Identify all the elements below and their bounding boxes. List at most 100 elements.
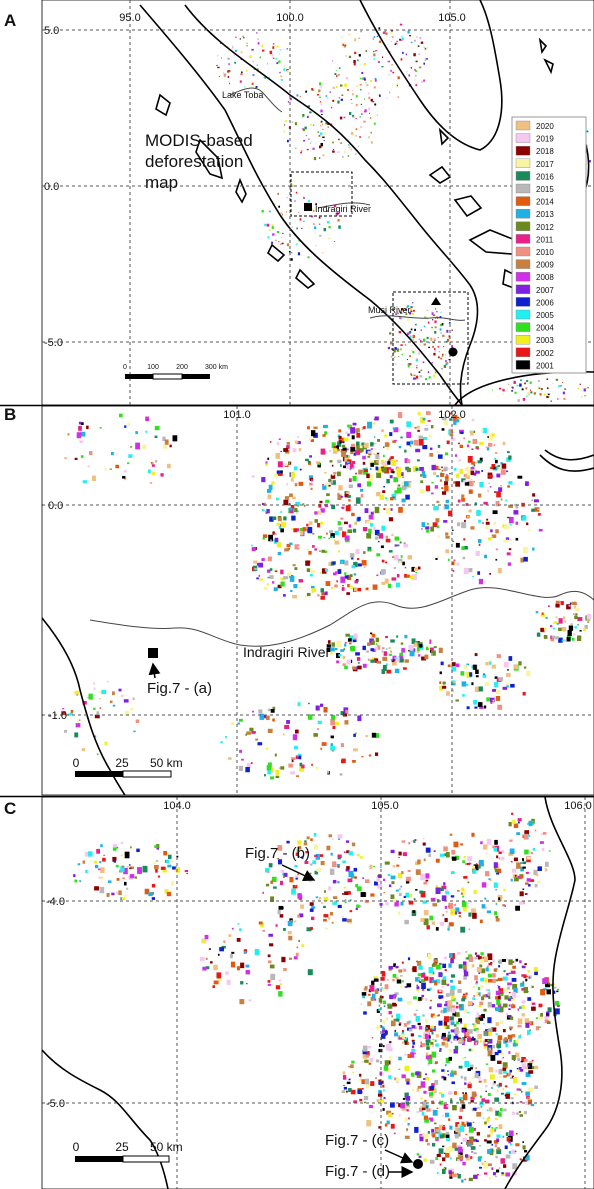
patch bbox=[442, 470, 444, 472]
patch bbox=[298, 252, 300, 255]
patch bbox=[280, 244, 281, 245]
patch bbox=[508, 1008, 510, 1010]
scale-label: 200 bbox=[176, 364, 188, 371]
patch bbox=[272, 57, 273, 59]
patch bbox=[547, 1021, 551, 1024]
patch bbox=[331, 587, 333, 589]
patch bbox=[319, 897, 321, 899]
patch bbox=[572, 638, 575, 641]
patch bbox=[442, 914, 444, 916]
patch bbox=[365, 508, 369, 513]
patch bbox=[213, 985, 215, 988]
patch bbox=[80, 432, 85, 437]
patch bbox=[252, 475, 255, 477]
patch bbox=[279, 53, 280, 54]
patch bbox=[156, 860, 158, 862]
patch bbox=[423, 1078, 425, 1080]
patch bbox=[326, 846, 330, 851]
patch bbox=[517, 1058, 520, 1061]
patch bbox=[510, 969, 512, 971]
patch bbox=[525, 1092, 530, 1096]
patch bbox=[288, 931, 292, 934]
patch bbox=[443, 346, 444, 347]
patch bbox=[428, 347, 430, 348]
patch bbox=[356, 95, 358, 97]
patch bbox=[451, 912, 453, 914]
patch bbox=[463, 437, 465, 439]
patch bbox=[424, 655, 428, 660]
patch bbox=[434, 320, 436, 323]
legend-label: 2020 bbox=[536, 122, 554, 131]
patch bbox=[466, 664, 469, 666]
patch bbox=[394, 1032, 398, 1036]
patch bbox=[495, 901, 497, 902]
patch bbox=[449, 1057, 452, 1061]
patch bbox=[401, 58, 403, 60]
patch bbox=[113, 705, 115, 707]
patch bbox=[231, 952, 234, 954]
patch bbox=[404, 920, 409, 924]
patch bbox=[303, 196, 304, 197]
patch bbox=[582, 396, 583, 397]
patch bbox=[417, 986, 420, 989]
legend-label: 2011 bbox=[536, 235, 554, 244]
patch bbox=[503, 1004, 508, 1008]
patch bbox=[475, 1042, 477, 1044]
patch bbox=[414, 648, 416, 650]
patch bbox=[363, 462, 365, 465]
patch bbox=[469, 490, 473, 494]
patch bbox=[414, 899, 416, 900]
patch bbox=[216, 65, 217, 66]
patch bbox=[390, 420, 394, 424]
patch bbox=[270, 776, 274, 779]
patch bbox=[308, 969, 313, 975]
patch bbox=[432, 1032, 434, 1034]
patch bbox=[325, 928, 328, 930]
patch bbox=[317, 523, 320, 527]
patch bbox=[338, 654, 341, 656]
patch bbox=[272, 581, 274, 584]
patch bbox=[407, 442, 411, 446]
legend-label: 2014 bbox=[536, 198, 554, 207]
patch bbox=[268, 980, 271, 983]
patch bbox=[451, 895, 454, 897]
patch bbox=[384, 651, 387, 656]
patch bbox=[358, 470, 362, 475]
patch bbox=[515, 1151, 517, 1152]
patch bbox=[252, 83, 254, 85]
patch bbox=[462, 1092, 464, 1094]
patch bbox=[349, 425, 351, 426]
patch bbox=[407, 459, 410, 463]
patch bbox=[332, 561, 335, 564]
patch bbox=[451, 871, 455, 874]
patch bbox=[487, 436, 489, 438]
patch bbox=[370, 893, 374, 896]
patch bbox=[510, 1029, 512, 1030]
arrow bbox=[153, 664, 155, 678]
patch bbox=[136, 849, 139, 852]
patch bbox=[445, 452, 448, 455]
patch bbox=[480, 841, 483, 844]
patch bbox=[386, 459, 388, 460]
patch bbox=[490, 1055, 495, 1061]
patch bbox=[386, 97, 387, 98]
patch bbox=[365, 82, 366, 83]
patch bbox=[522, 858, 524, 861]
patch bbox=[498, 986, 500, 989]
patch bbox=[456, 563, 459, 566]
patch bbox=[293, 734, 297, 740]
patch bbox=[360, 49, 361, 50]
patch bbox=[442, 1115, 444, 1117]
patch bbox=[520, 891, 524, 896]
patch bbox=[320, 522, 323, 525]
patch bbox=[501, 1158, 505, 1164]
patch bbox=[439, 1048, 441, 1050]
patch bbox=[564, 621, 567, 623]
patch bbox=[268, 557, 272, 562]
patch bbox=[397, 545, 400, 547]
patch bbox=[129, 868, 131, 869]
patch bbox=[312, 545, 315, 548]
patch bbox=[354, 63, 356, 65]
patch bbox=[436, 885, 439, 888]
patch bbox=[469, 956, 474, 962]
